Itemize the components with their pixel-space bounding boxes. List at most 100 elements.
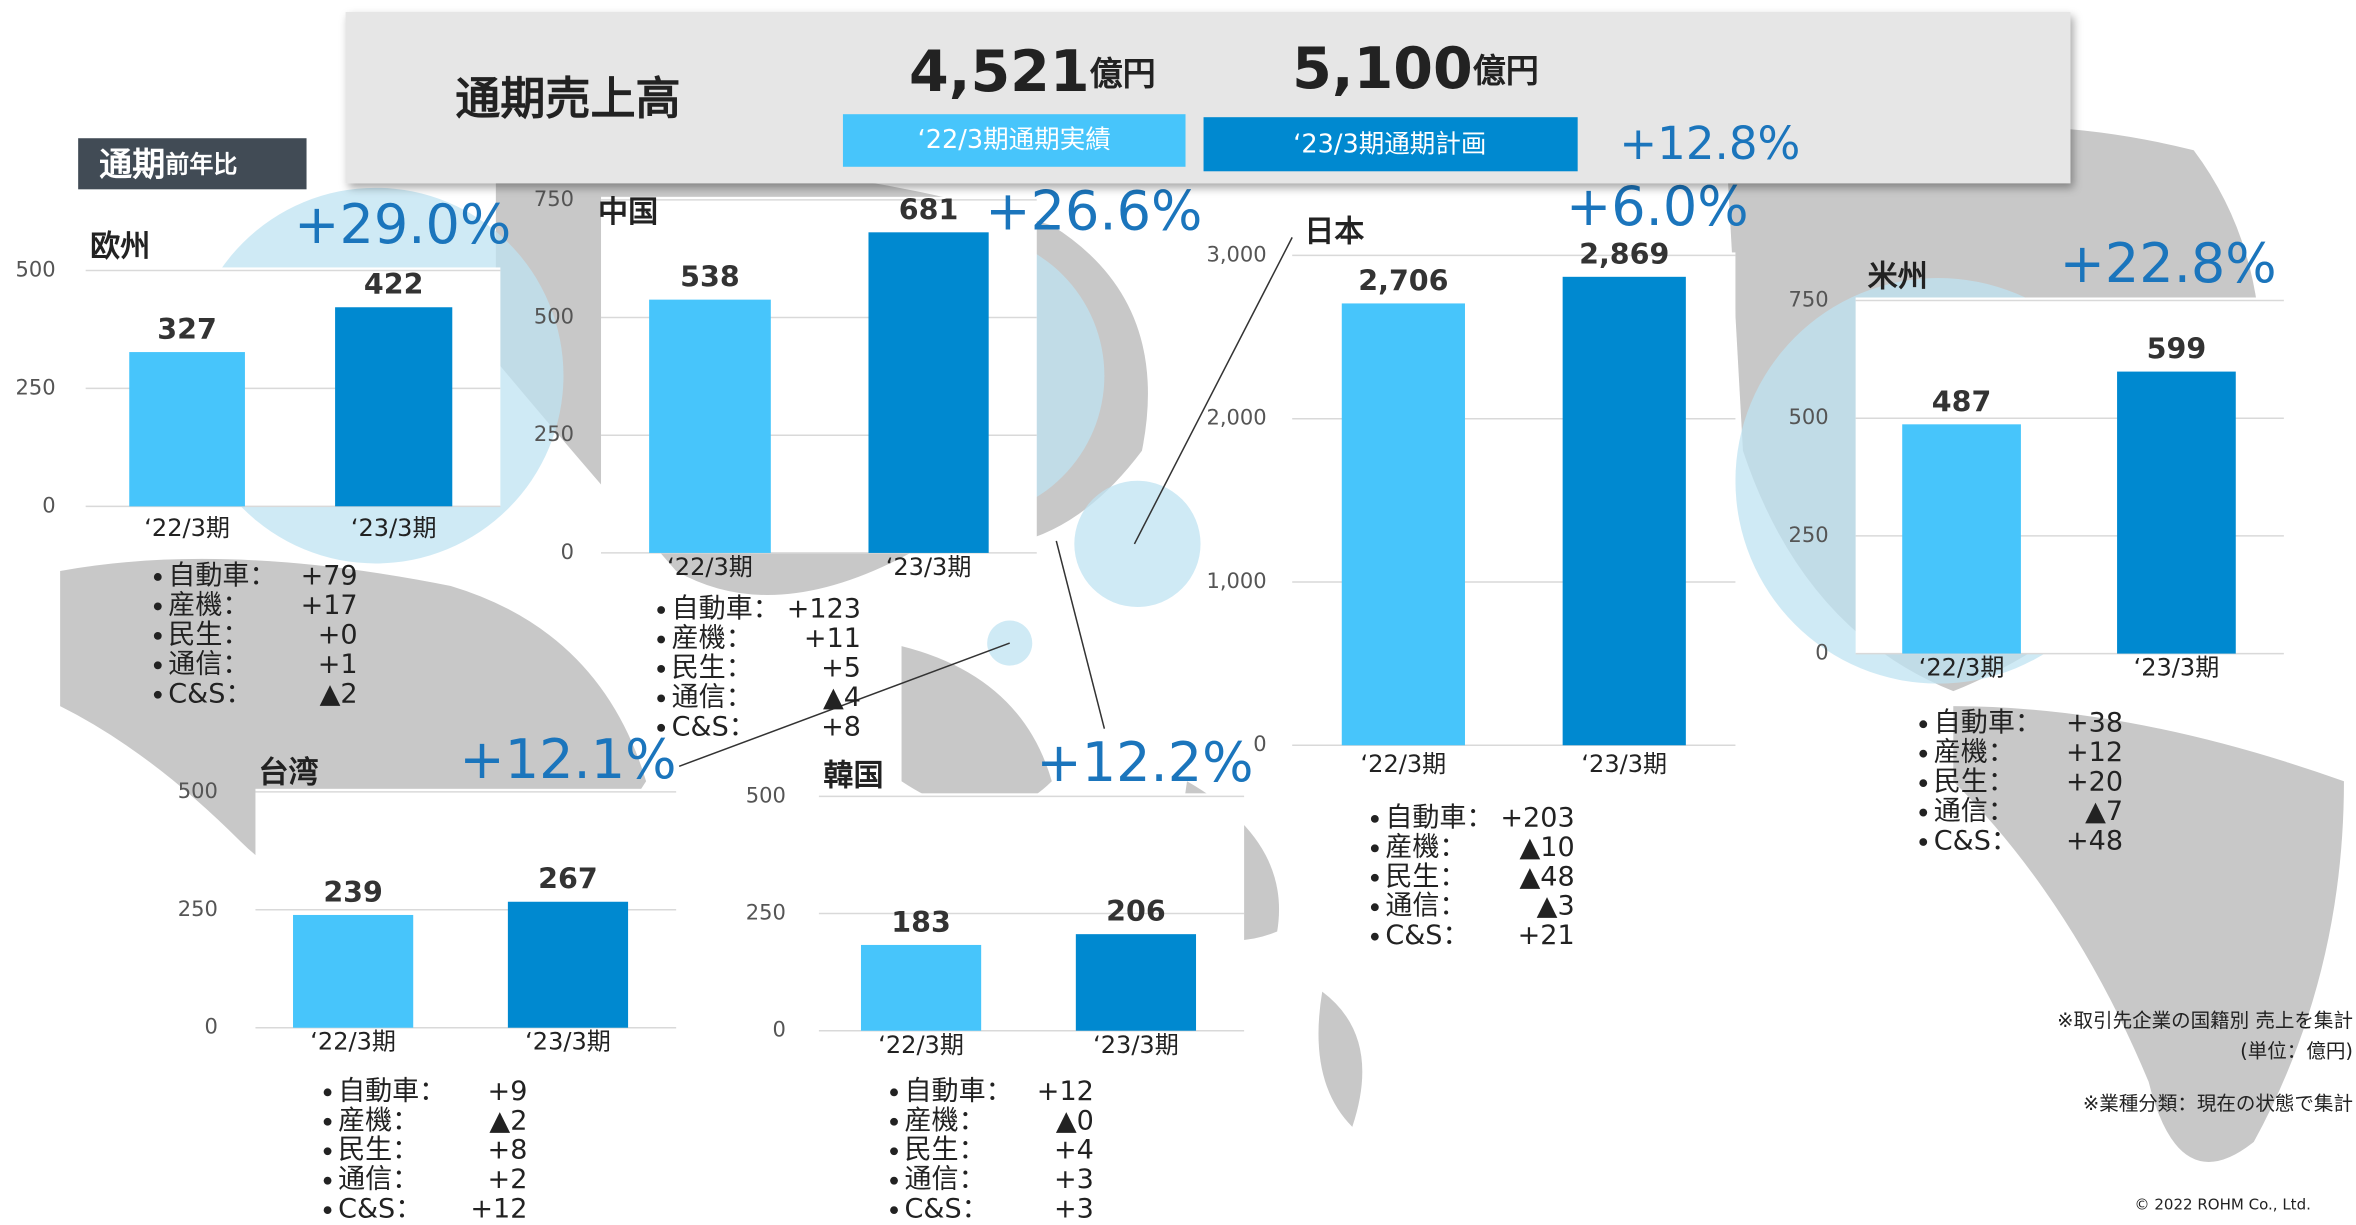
breakdown-label: 自動車：	[672, 594, 780, 625]
y-tick-label: 0	[561, 539, 574, 564]
y-tick-label: 250	[178, 896, 218, 921]
x-tick-label: ‘23/3期	[525, 1028, 611, 1056]
change-label: +12.1%	[459, 728, 676, 791]
y-tick-label: 1,000	[1206, 568, 1266, 593]
data-label: 487	[1932, 385, 1992, 418]
y-tick-label: 250	[746, 900, 786, 925]
breakdown-label: 通信：	[1385, 891, 1466, 922]
bullet	[153, 602, 162, 611]
bar	[2117, 371, 2236, 654]
breakdown-label: 通信：	[168, 649, 249, 680]
bar	[1902, 424, 2021, 654]
breakdown-value: +0	[318, 619, 358, 650]
y-tick-label: 0	[205, 1014, 218, 1039]
breakdown-label: 民生：	[1385, 861, 1466, 892]
bar	[507, 901, 629, 1028]
data-label: 239	[323, 876, 383, 909]
x-tick-label: ‘23/3期	[1581, 750, 1667, 778]
breakdown-value: +17	[301, 590, 358, 621]
y-tick-label: 500	[178, 778, 218, 803]
breakdown-value: +1	[318, 649, 358, 680]
bar	[649, 299, 771, 553]
y-tick-label: 500	[15, 256, 55, 281]
change-label: +29.0%	[294, 193, 511, 256]
chart-title: 韓国	[823, 758, 883, 793]
breakdown-label: 自動車：	[1385, 802, 1493, 833]
breakdown-value: ▲2	[320, 678, 358, 709]
breakdown-label: C&S：	[338, 1194, 422, 1225]
change-label: +26.6%	[985, 180, 1202, 243]
bullet	[657, 694, 666, 703]
copyright: © 2022 ROHM Co., Ltd.	[2135, 1196, 2311, 1214]
bullet	[890, 1176, 898, 1185]
breakdown-label: 産機：	[338, 1105, 419, 1136]
breakdown-label: 産機：	[672, 623, 753, 654]
bullet	[323, 1147, 332, 1156]
y-tick-label: 500	[746, 782, 786, 807]
y-tick-label: 500	[534, 304, 574, 329]
breakdown-label: 自動車：	[338, 1076, 446, 1107]
x-tick-label: ‘22/3期	[144, 514, 230, 542]
y-tick-label: 750	[534, 186, 574, 211]
x-tick-label: ‘22/3期	[878, 1031, 964, 1059]
breakdown-label: 自動車：	[168, 560, 276, 591]
plan-label: ‘23/3期通期計画	[1293, 130, 1486, 160]
y-tick-label: 0	[1253, 731, 1266, 756]
y-tick-label: 0	[42, 492, 55, 517]
breakdown-label: 通信：	[905, 1164, 986, 1195]
breakdown-label: 民生：	[338, 1135, 419, 1166]
x-tick-label: ‘22/3期	[1919, 654, 2005, 682]
x-tick-label: ‘23/3期	[886, 553, 972, 581]
bullet	[890, 1117, 898, 1126]
x-tick-label: ‘22/3期	[310, 1028, 396, 1056]
y-tick-label: 3,000	[1206, 241, 1266, 266]
breakdown-value: +203	[1500, 802, 1574, 833]
data-label: 267	[538, 863, 598, 896]
actual-label: ‘22/3期通期実績	[918, 125, 1111, 155]
breakdown-label: 民生：	[168, 619, 249, 650]
chart-title: 欧州	[90, 229, 150, 264]
bullet	[890, 1088, 898, 1097]
bullet	[323, 1117, 332, 1126]
charts: 0 250 500 327 ‘22/3期 422 ‘23/3期 欧州 +29.0% 自動車： +79…	[15, 175, 2284, 1225]
x-tick-label: ‘22/3期	[1361, 750, 1447, 778]
breakdown-value: +12	[2066, 737, 2123, 768]
x-tick-label: ‘22/3期	[667, 553, 753, 581]
change-label: +22.8%	[2060, 232, 2277, 295]
badge	[78, 138, 307, 190]
breakdown-label: C&S：	[905, 1194, 989, 1225]
breakdown-value: ▲10	[1519, 832, 1574, 863]
breakdown-value: +4	[1054, 1135, 1094, 1166]
breakdown-value: +79	[301, 560, 358, 591]
bullet	[1919, 838, 1928, 846]
breakdown-label: C&S：	[1385, 920, 1469, 951]
breakdown-label: 自動車：	[905, 1076, 1013, 1107]
breakdown-label: 民生：	[905, 1135, 986, 1166]
y-tick-label: 500	[1788, 404, 1828, 429]
bar	[1341, 303, 1465, 746]
breakdown-value: ▲4	[823, 682, 861, 713]
bullet	[1370, 844, 1379, 853]
breakdown-value: +8	[488, 1135, 528, 1166]
data-label: 2,706	[1358, 264, 1448, 297]
bullet	[323, 1088, 332, 1097]
breakdown-label: 通信：	[672, 682, 753, 713]
breakdown-label: C&S：	[168, 678, 252, 709]
bullet	[657, 665, 666, 673]
bullet	[323, 1176, 332, 1185]
data-label: 327	[157, 313, 217, 346]
breakdown-label: 自動車：	[1934, 708, 2042, 739]
bullet	[1370, 903, 1379, 912]
breakdown-label: 産機：	[905, 1105, 986, 1136]
bullet	[153, 690, 162, 699]
actual-value: 4,521億円	[909, 39, 1156, 105]
y-tick-label: 2,000	[1206, 405, 1266, 430]
change-label: +12.2%	[1036, 731, 1253, 794]
breakdown-label: 民生：	[672, 652, 753, 683]
bullet	[1919, 720, 1928, 729]
breakdown-value: +20	[2066, 767, 2123, 798]
x-tick-label: ‘23/3期	[2134, 654, 2220, 682]
bullet	[657, 606, 666, 614]
